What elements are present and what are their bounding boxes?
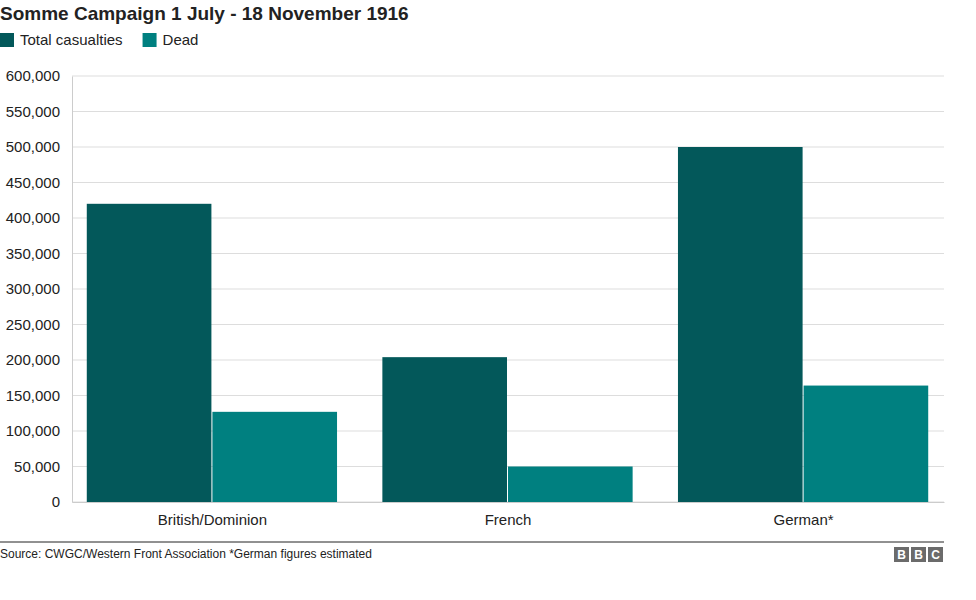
legend-swatch xyxy=(0,33,14,47)
y-tick-label: 300,000 xyxy=(6,280,60,297)
y-tick: 600,000 xyxy=(6,67,72,84)
logo-box xyxy=(928,547,943,562)
y-tick-label: 150,000 xyxy=(6,387,60,404)
y-axis-line xyxy=(72,77,73,503)
y-tick-label: 50,000 xyxy=(14,458,60,475)
y-tick: 550,000 xyxy=(6,103,72,120)
x-tick-label: British/Dominion xyxy=(158,511,267,528)
y-tick-label: 400,000 xyxy=(6,209,60,226)
y-axis: 0 50,000 100,000 150,000 200,000 250,000 300,0… xyxy=(6,67,73,510)
y-tick: 300,000 xyxy=(6,280,72,297)
legend-swatch xyxy=(143,33,157,47)
y-tick: 450,000 xyxy=(6,174,72,191)
y-tick-label: 100,000 xyxy=(6,422,60,439)
y-tick-label: 600,000 xyxy=(6,67,60,84)
x-tick: German* xyxy=(774,502,834,528)
y-tick: 250,000 xyxy=(6,316,72,333)
grid-line xyxy=(72,111,944,112)
logo: BBC xyxy=(894,547,943,562)
y-tick: 500,000 xyxy=(6,138,72,155)
bar xyxy=(382,357,507,502)
legend-label: Dead xyxy=(163,31,199,48)
grid-line xyxy=(72,147,944,148)
source: Source: CWGC/Western Front Association *… xyxy=(0,547,372,561)
bar xyxy=(212,412,337,502)
x-tick: British/Dominion xyxy=(158,502,267,528)
legend-entry: Total casualties xyxy=(0,31,123,48)
legend-label: Total casualties xyxy=(20,31,123,48)
y-tick-label: 450,000 xyxy=(6,174,60,191)
x-tick: French xyxy=(485,502,532,528)
y-tick: 0 xyxy=(52,493,72,510)
title: Somme Campaign 1 July - 18 November 1916 xyxy=(0,3,409,24)
x-tick-label: French xyxy=(485,511,532,528)
grid xyxy=(72,76,944,502)
bar xyxy=(804,386,929,502)
bars xyxy=(87,147,928,502)
y-tick: 150,000 xyxy=(6,387,72,404)
footer-rule xyxy=(0,542,944,543)
y-tick-label: 500,000 xyxy=(6,138,60,155)
grid-line xyxy=(72,76,944,77)
y-tick-label: 200,000 xyxy=(6,351,60,368)
logo-box xyxy=(894,547,909,562)
y-tick: 50,000 xyxy=(14,458,72,475)
bar xyxy=(508,467,633,503)
logo-box xyxy=(911,547,926,562)
x-axis: British/Dominion French German* xyxy=(73,502,945,528)
bar xyxy=(678,147,803,502)
y-tick-label: 250,000 xyxy=(6,316,60,333)
y-tick: 200,000 xyxy=(6,351,72,368)
chart: Somme Campaign 1 July - 18 November 1916… xyxy=(0,0,976,600)
y-tick-label: 0 xyxy=(52,493,60,510)
y-tick-label: 550,000 xyxy=(6,103,60,120)
x-axis-line xyxy=(73,502,945,503)
y-tick: 400,000 xyxy=(6,209,72,226)
y-tick: 100,000 xyxy=(6,422,72,439)
grid-line xyxy=(72,182,944,183)
bar xyxy=(87,204,212,502)
y-tick: 350,000 xyxy=(6,245,72,262)
legend-entry: Dead xyxy=(143,31,199,48)
x-tick-label: German* xyxy=(774,511,834,528)
y-tick-label: 350,000 xyxy=(6,245,60,262)
logo-text: BBC xyxy=(897,548,940,562)
